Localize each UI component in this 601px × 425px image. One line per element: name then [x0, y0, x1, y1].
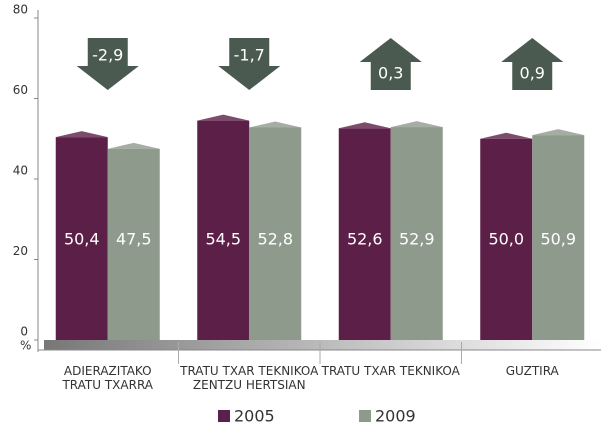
bar: [197, 120, 250, 340]
bar-cap: [197, 114, 250, 121]
x-tick-label: TRATU TXAR TEKNIKOA ZENTZU HERTSIAN: [180, 364, 319, 392]
floor: [44, 340, 601, 350]
x-tick-label: ADIERAZITAKO TRATU TXARRA: [62, 364, 154, 392]
bar: [532, 135, 585, 340]
value-label: 50,9: [540, 230, 576, 249]
bar-cap: [390, 121, 443, 128]
change-arrow: [359, 38, 422, 90]
y-axis-label: %: [20, 339, 31, 353]
x-tick-label: TRATU TXAR TEKNIKOA: [321, 364, 460, 378]
x-tick-label: GUZTIRA: [505, 364, 559, 378]
change-label: 0,3: [378, 64, 403, 83]
bar-cap: [107, 142, 160, 149]
change-arrow: [218, 38, 281, 90]
legend-label: 2009: [375, 407, 416, 425]
change-label: -1,7: [234, 46, 265, 65]
bar: [390, 127, 443, 340]
value-label: 50,0: [488, 230, 524, 249]
y-tick-label: 80: [13, 3, 28, 17]
y-tick-label: 0: [20, 325, 28, 339]
value-label: 54,5: [205, 230, 241, 249]
legend-swatch: [359, 410, 371, 422]
bar: [249, 127, 302, 340]
change-label: -2,9: [92, 46, 123, 65]
value-label: 52,6: [347, 230, 383, 249]
legend-label: 2005: [234, 407, 275, 425]
value-label: 50,4: [64, 230, 100, 249]
bar: [480, 138, 533, 340]
value-label: 47,5: [116, 230, 152, 249]
value-label: 52,8: [257, 230, 293, 249]
bar: [55, 137, 108, 340]
legend-swatch: [218, 410, 230, 422]
change-arrow: [501, 38, 564, 90]
bar-cap: [55, 131, 108, 138]
bar-cap: [338, 122, 391, 129]
bar-cap: [532, 129, 585, 136]
change-label: 0,9: [520, 64, 545, 83]
bar-cap: [249, 121, 302, 128]
y-tick-label: 40: [13, 164, 28, 178]
y-tick-label: 60: [13, 83, 28, 97]
bar-cap: [480, 132, 533, 139]
change-arrow: [76, 38, 139, 90]
value-label: 52,9: [399, 230, 435, 249]
y-tick-label: 20: [13, 244, 28, 258]
bar: [107, 148, 160, 340]
bar: [338, 128, 391, 340]
